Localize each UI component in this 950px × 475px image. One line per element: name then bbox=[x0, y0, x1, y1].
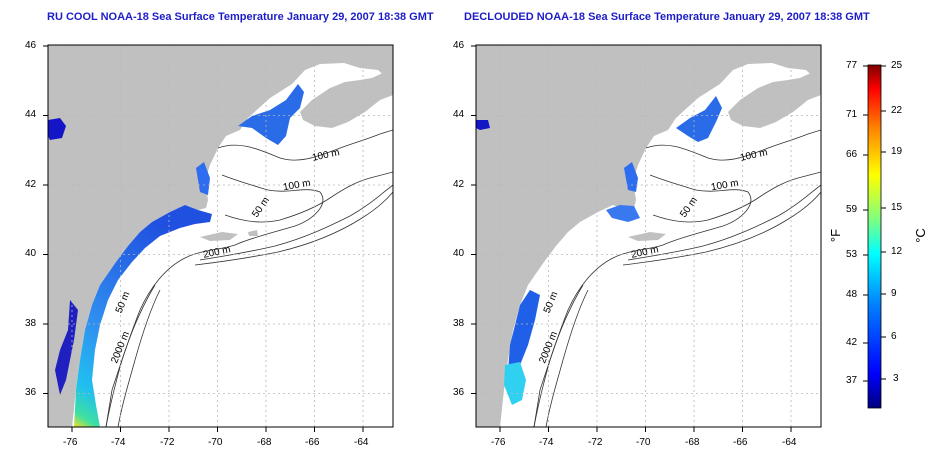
island bbox=[200, 232, 238, 241]
grid-lines bbox=[48, 45, 393, 427]
y-tick-label: 44 bbox=[25, 109, 37, 120]
y-tick-label: 42 bbox=[25, 179, 37, 190]
right-map-panel bbox=[471, 44, 822, 432]
sst-lake bbox=[48, 118, 66, 140]
celsius-tick: 25 bbox=[891, 60, 903, 71]
colorbar bbox=[863, 64, 886, 409]
x-tick-label: -68 bbox=[257, 437, 272, 448]
celsius-tick: 6 bbox=[891, 331, 897, 342]
left-panel-title: RU COOL NOAA-18 Sea Surface Temperature … bbox=[47, 11, 434, 23]
nova-scotia bbox=[300, 70, 393, 128]
left-map-panel bbox=[43, 44, 394, 432]
fahrenheit-tick: 42 bbox=[846, 337, 858, 348]
y-tick-label: 38 bbox=[25, 318, 37, 329]
land-mass bbox=[476, 45, 821, 427]
land-mass bbox=[48, 45, 393, 427]
fahrenheit-tick: 37 bbox=[846, 375, 858, 386]
sst-cape-cod bbox=[196, 162, 210, 195]
x-tick-label: -76 bbox=[491, 437, 506, 448]
island bbox=[248, 230, 258, 236]
fahrenheit-unit-label: °F bbox=[828, 228, 844, 243]
celsius-tick: 15 bbox=[891, 202, 903, 213]
x-tick-label: -74 bbox=[111, 437, 126, 448]
bathymetry-contours bbox=[533, 129, 821, 427]
y-tick-label: 40 bbox=[25, 248, 37, 259]
celsius-unit-label: °C bbox=[912, 228, 928, 243]
grid-lines bbox=[476, 45, 821, 427]
x-tick-label: -66 bbox=[733, 437, 748, 448]
fahrenheit-tick: 71 bbox=[846, 109, 858, 120]
celsius-tick: 19 bbox=[891, 146, 903, 157]
plot-frame bbox=[475, 44, 822, 428]
sst-lake bbox=[476, 120, 490, 130]
x-tick-label: -66 bbox=[305, 437, 320, 448]
sst-long-island bbox=[606, 205, 640, 222]
island bbox=[628, 232, 666, 241]
fahrenheit-tick: 48 bbox=[846, 289, 858, 300]
x-tick-label: -64 bbox=[354, 437, 369, 448]
sst-cape-cod bbox=[624, 162, 638, 192]
x-tick-label: -72 bbox=[160, 437, 175, 448]
fahrenheit-tick: 77 bbox=[846, 60, 858, 71]
colorbar-ticks bbox=[863, 65, 886, 382]
y-tick-label: 36 bbox=[453, 387, 465, 398]
y-tick-label: 42 bbox=[453, 179, 465, 190]
sst-patch bbox=[504, 362, 526, 405]
sst-coastal-band bbox=[74, 205, 212, 427]
y-tick-label: 46 bbox=[453, 40, 465, 51]
x-tick-label: -76 bbox=[63, 437, 78, 448]
celsius-tick: 9 bbox=[891, 288, 897, 299]
right-panel-title: DECLOUDED NOAA-18 Sea Surface Temperatur… bbox=[464, 11, 870, 23]
y-tick-label: 40 bbox=[453, 248, 465, 259]
bathymetry-contours bbox=[105, 129, 393, 427]
celsius-tick: 22 bbox=[891, 105, 903, 116]
celsius-tick: 3 bbox=[893, 373, 899, 384]
x-tick-label: -72 bbox=[588, 437, 603, 448]
fahrenheit-tick: 59 bbox=[846, 204, 858, 215]
x-tick-label: -70 bbox=[636, 437, 651, 448]
plot-frame bbox=[47, 44, 394, 428]
fahrenheit-tick: 66 bbox=[846, 149, 858, 160]
y-tick-label: 46 bbox=[25, 40, 37, 51]
y-tick-label: 44 bbox=[453, 109, 465, 120]
sst-gulf-maine bbox=[676, 96, 722, 142]
x-tick-label: -68 bbox=[685, 437, 700, 448]
sst-nj-coast bbox=[508, 290, 540, 372]
fahrenheit-tick: 53 bbox=[846, 249, 858, 260]
x-tick-label: -74 bbox=[539, 437, 554, 448]
x-tick-label: -70 bbox=[208, 437, 223, 448]
nova-scotia bbox=[728, 70, 821, 128]
x-tick-label: -64 bbox=[782, 437, 797, 448]
y-tick-label: 36 bbox=[25, 387, 37, 398]
y-tick-label: 38 bbox=[453, 318, 465, 329]
sst-gulf-maine bbox=[238, 84, 304, 145]
celsius-tick: 12 bbox=[891, 246, 903, 257]
colorbar-gradient bbox=[867, 64, 882, 409]
